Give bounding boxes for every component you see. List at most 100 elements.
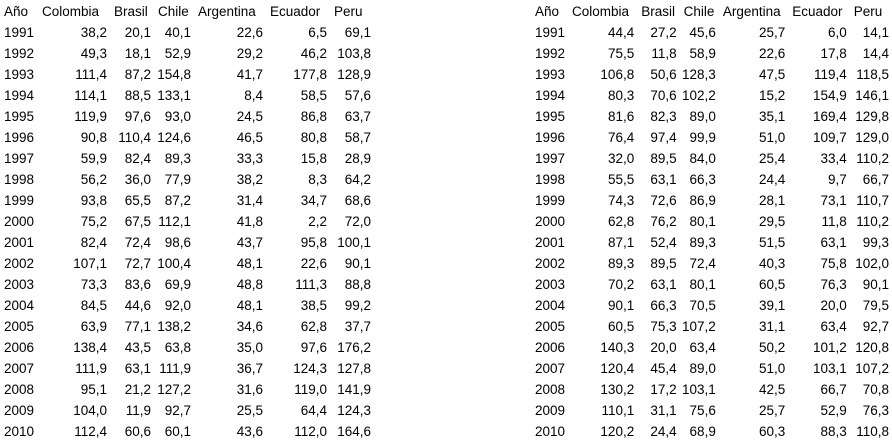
value-cell: 124,3: [293, 361, 327, 376]
column-header: Brasil: [641, 4, 675, 19]
value-cell: 20,1: [124, 25, 151, 40]
left-table-row: 2002 107,1 72,7 100,4 48,1 22,6 90,1: [0, 253, 374, 274]
right-table-row: 2006 140,3 20,0 63,4 50,2 101,2 120,8: [531, 337, 892, 358]
value-cell: 68,6: [344, 193, 371, 208]
value-cell: 17,8: [820, 46, 847, 61]
value-cell: 92,0: [164, 298, 191, 313]
value-cell: 31,1: [650, 403, 677, 418]
value-cell: 70,2: [607, 277, 635, 292]
left-table-row: 2008 95,1 21,2 127,2 31,6 119,0 141,9: [0, 379, 374, 400]
value-cell: 100,1: [337, 235, 371, 250]
value-cell: 45,4: [650, 361, 677, 376]
value-cell: 102,2: [682, 88, 716, 103]
left-table-row: 2007 111,9 63,1 111,9 36,7 124,3 127,8: [0, 358, 374, 379]
value-cell: 48,1: [236, 298, 263, 313]
value-cell: 66,3: [689, 172, 716, 187]
value-cell: 102,0: [855, 256, 889, 271]
left-table-row: 1994 114,1 88,5 133,1 8,4 58,5 57,6: [0, 85, 374, 106]
year-cell: 2000: [535, 214, 566, 229]
value-cell: 110,2: [856, 214, 889, 229]
left-table-row: 2005 63,9 77,1 138,2 34,6 62,8 37,7: [0, 316, 374, 337]
right-table-row: 1998 55,5 63,1 66,3 24,4 9,7 66,7: [531, 169, 892, 190]
year-cell: 2005: [4, 319, 35, 334]
value-cell: 6,5: [308, 25, 327, 40]
value-cell: 64,4: [300, 403, 327, 418]
value-cell: 34,7: [300, 193, 327, 208]
value-cell: 21,2: [124, 382, 151, 397]
year-cell: 2001: [4, 235, 35, 250]
year-cell: 1996: [4, 130, 35, 145]
column-header: Peru: [334, 4, 363, 19]
value-cell: 112,4: [74, 424, 107, 439]
value-cell: 146,1: [855, 88, 889, 103]
value-cell: 69,9: [164, 277, 191, 292]
right-header-row: Año Colombia Brasil Chile Argentina Ecuador Pe…: [531, 1, 892, 22]
value-cell: 59,9: [80, 151, 107, 166]
value-cell: 58,9: [689, 46, 716, 61]
left-table-row: 2004 84,5 44,6 92,0 48,1 38,5 99,2: [0, 295, 374, 316]
value-cell: 17,2: [650, 382, 677, 397]
value-cell: 110,1: [601, 403, 635, 418]
right-table-row: 1997 32,0 89,5 84,0 25,4 33,4 110,2: [531, 148, 892, 169]
left-table-row: 2001 82,4 72,4 98,6 43,7 95,8 100,1: [0, 232, 374, 253]
value-cell: 97,6: [124, 109, 151, 124]
value-cell: 89,5: [650, 256, 677, 271]
value-cell: 72,6: [650, 193, 677, 208]
value-cell: 25,5: [236, 403, 263, 418]
value-cell: 80,8: [300, 130, 327, 145]
value-cell: 73,3: [80, 277, 107, 292]
left-table-row: 2000 75,2 67,5 112,1 41,8 2,2 72,0: [0, 211, 374, 232]
value-cell: 120,8: [855, 340, 889, 355]
value-cell: 34,6: [236, 319, 263, 334]
value-cell: 89,3: [689, 235, 716, 250]
value-cell: 99,2: [344, 298, 371, 313]
value-cell: 111,3: [295, 277, 327, 292]
value-cell: 63,9: [80, 319, 107, 334]
value-cell: 29,2: [236, 46, 263, 61]
value-cell: 97,6: [300, 340, 327, 355]
value-cell: 43,6: [236, 424, 263, 439]
value-cell: 62,8: [300, 319, 327, 334]
right-table-row: 1996 76,4 97,4 99,9 51,0 109,7 129,0: [531, 127, 892, 148]
year-cell: 2008: [535, 382, 566, 397]
value-cell: 35,1: [758, 109, 786, 124]
left-table-row: 1991 38,2 20,1 40,1 22,6 6,5 69,1: [0, 22, 374, 43]
value-cell: 128,9: [337, 67, 371, 82]
right-table-row: 2005 60,5 75,3 107,2 31,1 63,4 92,7: [531, 316, 892, 337]
right-table-row: 1999 74,3 72,6 86,9 28,1 73,1 110,7: [531, 190, 892, 211]
value-cell: 111,9: [75, 361, 107, 376]
value-cell: 11,8: [821, 214, 847, 229]
value-cell: 31,1: [758, 319, 786, 334]
value-cell: 89,3: [607, 256, 635, 271]
left-table-row: 1996 90,8 110,4 124,6 46,5 80,8 58,7: [0, 127, 374, 148]
value-cell: 35,0: [236, 340, 263, 355]
value-cell: 92,7: [164, 403, 191, 418]
value-cell: 90,1: [344, 256, 371, 271]
value-cell: 63,4: [689, 340, 716, 355]
column-header: Chile: [683, 4, 715, 19]
value-cell: 66,7: [862, 172, 889, 187]
value-cell: 69,1: [344, 25, 371, 40]
year-cell: 2003: [4, 277, 35, 292]
value-cell: 100,4: [157, 256, 191, 271]
data-table-right: Año Colombia Brasil Chile Argentina Ecuador Pe…: [531, 1, 892, 442]
value-cell: 24,4: [758, 172, 786, 187]
year-cell: 1995: [535, 109, 566, 124]
value-cell: 87,2: [164, 193, 191, 208]
value-cell: 103,8: [337, 46, 371, 61]
value-cell: 99,3: [862, 235, 889, 250]
value-cell: 8,3: [308, 172, 327, 187]
value-cell: 177,8: [293, 67, 327, 82]
value-cell: 90,8: [80, 130, 107, 145]
value-cell: 52,9: [820, 403, 847, 418]
value-cell: 15,8: [300, 151, 327, 166]
left-table-row: 2009 104,0 11,9 92,7 25,5 64,4 124,3: [0, 400, 374, 421]
year-cell: 1991: [4, 25, 35, 40]
value-cell: 25,7: [758, 403, 786, 418]
value-cell: 70,8: [862, 382, 889, 397]
value-cell: 138,4: [73, 340, 107, 355]
value-cell: 68,9: [689, 424, 716, 439]
value-cell: 65,5: [124, 193, 151, 208]
value-cell: 82,4: [80, 235, 107, 250]
value-cell: 80,1: [689, 214, 716, 229]
